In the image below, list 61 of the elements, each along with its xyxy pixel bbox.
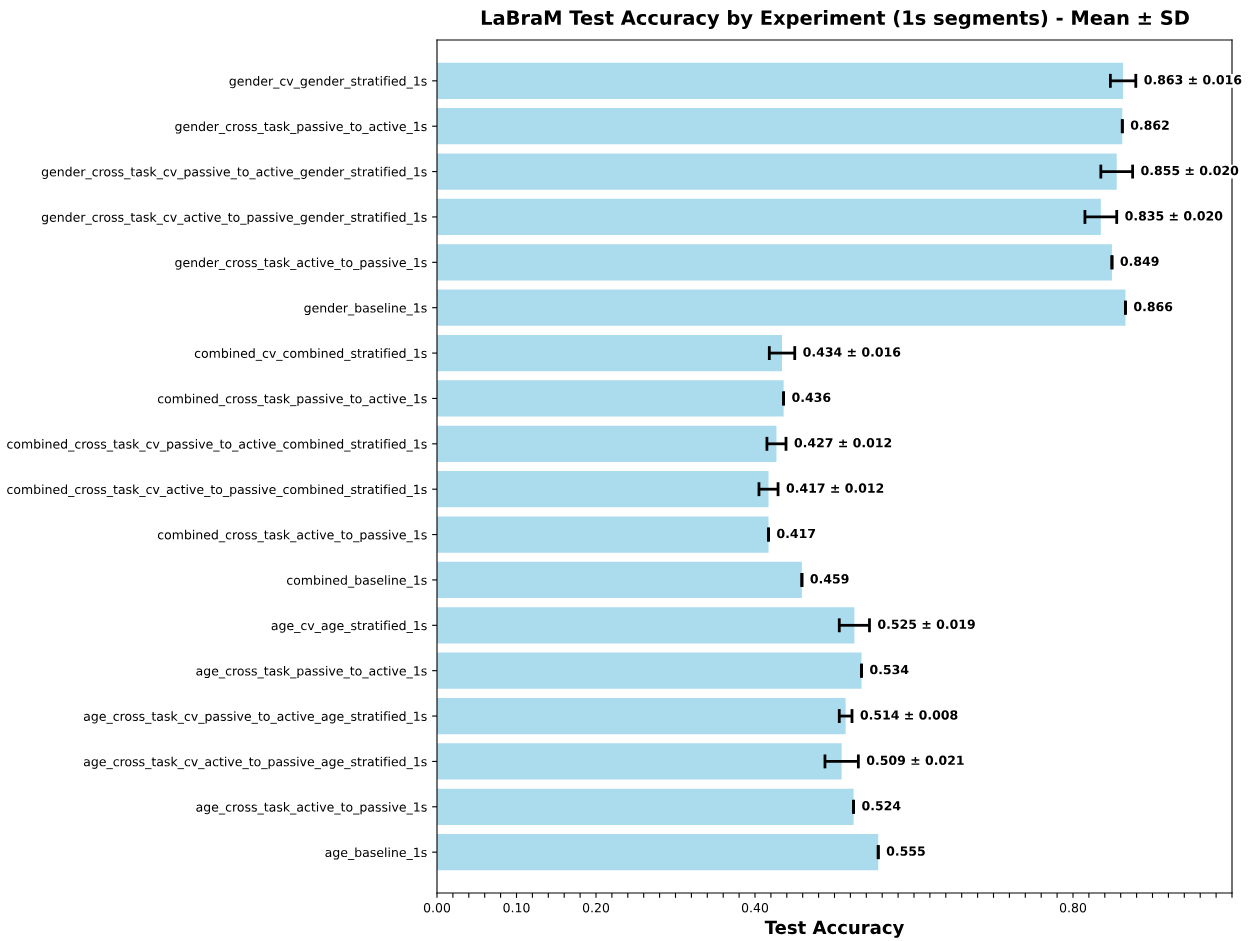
x-tick-label: 0.00 — [423, 902, 451, 913]
y-tick-label: age_baseline_1s — [325, 847, 427, 860]
y-tick-label: age_cross_task_cv_active_to_passive_age_stratified_1s — [83, 756, 427, 770]
bar — [437, 834, 879, 871]
x-tick-label: 0.40 — [741, 902, 769, 913]
data-label: 0.849 — [1120, 256, 1159, 266]
x-axis-title: Test Accuracy — [764, 920, 904, 938]
data-label: 0.509 ± 0.021 — [866, 755, 964, 766]
data-label: 0.417 ± 0.012 — [786, 483, 884, 493]
data-label: 0.862 — [1130, 120, 1169, 130]
data-label: 0.534 — [870, 664, 909, 675]
y-tick-label: age_cross_task_active_to_passive_1s — [196, 802, 427, 815]
x-tick-label: 0.10 — [503, 902, 530, 913]
data-label: 0.427 ± 0.012 — [794, 437, 892, 448]
bar — [437, 244, 1112, 281]
y-tick-label: combined_cross_task_cv_active_to_passive_combined_stratified_1s — [7, 484, 427, 497]
y-tick-label: combined_cross_task_active_to_passive_1s — [157, 529, 427, 543]
data-label: 0.417 — [777, 528, 816, 539]
y-tick-label: gender_baseline_1s — [304, 302, 427, 316]
bar — [437, 153, 1117, 190]
data-label: 0.555 — [886, 846, 925, 856]
y-tick-label: gender_cross_task_cv_active_to_passive_gender_stratified_1s — [41, 212, 427, 225]
bar — [437, 289, 1126, 326]
y-tick-label: gender_cross_task_cv_passive_to_active_gender_stratified_1s — [41, 166, 427, 180]
data-label: 0.863 ± 0.016 — [1144, 75, 1242, 85]
y-tick-label: combined_cv_combined_stratified_1s — [194, 348, 427, 361]
bar — [437, 425, 777, 462]
data-label: 0.434 ± 0.016 — [803, 347, 901, 357]
data-label: 0.524 — [862, 800, 901, 811]
x-tick-label: 0.80 — [1059, 902, 1087, 913]
bar — [437, 788, 854, 825]
y-tick-label: combined_cross_task_passive_to_active_1s — [157, 393, 427, 407]
data-label: 0.459 — [810, 574, 849, 584]
data-label: 0.525 ± 0.019 — [878, 619, 975, 629]
data-label: 0.855 ± 0.020 — [1141, 165, 1239, 176]
data-label: 0.436 — [792, 392, 831, 403]
y-tick-label: gender_cv_gender_stratified_1s — [229, 76, 427, 89]
bar — [437, 471, 769, 508]
bar — [437, 561, 802, 599]
y-tick-label: age_cv_age_stratified_1s — [271, 620, 427, 633]
y-tick-label: age_cross_task_cv_passive_to_active_age_stratified_1s — [83, 711, 427, 724]
y-tick-label: age_cross_task_passive_to_active_1s — [196, 665, 427, 679]
bar — [437, 607, 855, 644]
y-tick-label: combined_baseline_1s — [286, 575, 427, 588]
bar — [437, 743, 842, 780]
bar — [437, 697, 846, 735]
chart-title: LaBraM Test Accuracy by Experiment (1s segments) - Mean ± SD — [481, 10, 1189, 29]
y-tick-label: gender_cross_task_active_to_passive_1s — [175, 257, 427, 271]
x-tick-label: 0.20 — [582, 902, 610, 913]
bar — [437, 62, 1124, 99]
y-tick-label: combined_cross_task_cv_passive_to_active_combined_stratified_1s — [7, 439, 427, 452]
data-label: 0.835 ± 0.020 — [1125, 211, 1223, 221]
bar — [437, 516, 769, 553]
y-tick-label: gender_cross_task_passive_to_active_1s — [175, 121, 427, 134]
bar — [437, 108, 1123, 145]
data-label: 0.514 ± 0.008 — [860, 710, 958, 720]
bar — [437, 198, 1101, 236]
bar — [437, 652, 862, 689]
bar — [437, 334, 783, 372]
data-label: 0.866 — [1134, 301, 1173, 312]
bar — [437, 380, 784, 417]
